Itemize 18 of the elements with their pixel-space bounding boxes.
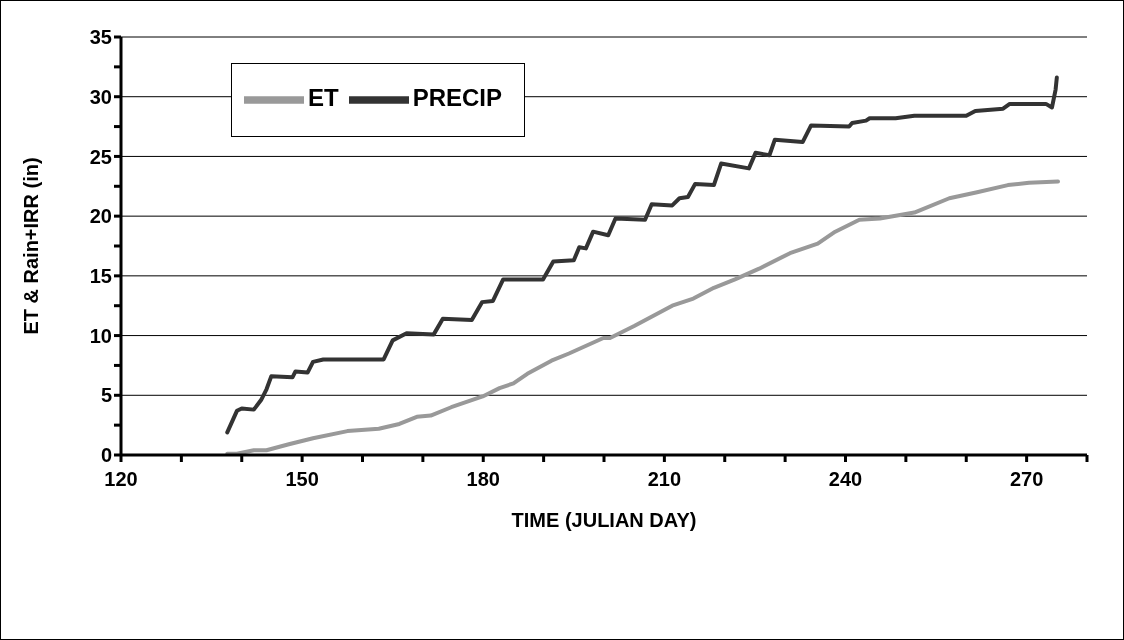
x-tick-label: 210 — [647, 468, 682, 491]
x-tick-label: 150 — [285, 468, 319, 491]
y-tick-label: 35 — [89, 26, 112, 49]
x-tick-label: 180 — [466, 468, 500, 491]
y-tick-label: 10 — [89, 324, 112, 347]
x-axis-title: TIME (JULIAN DAY) — [511, 509, 697, 531]
y-tick-label: 5 — [100, 384, 112, 407]
legend-label: ET — [308, 84, 339, 112]
y-axis-title: ET & Rain+IRR (in) — [20, 157, 43, 335]
x-tick-label: 120 — [104, 468, 138, 491]
legend-label: PRECIP — [412, 84, 503, 112]
y-tick-label: 30 — [89, 85, 112, 108]
x-tick-label: 240 — [828, 468, 863, 491]
y-tick-label: 15 — [89, 264, 112, 287]
x-tick-label: 270 — [1009, 468, 1044, 491]
y-tick-label: 25 — [89, 145, 112, 168]
y-tick-label: 20 — [89, 205, 112, 228]
y-tick-label: 0 — [100, 444, 112, 467]
